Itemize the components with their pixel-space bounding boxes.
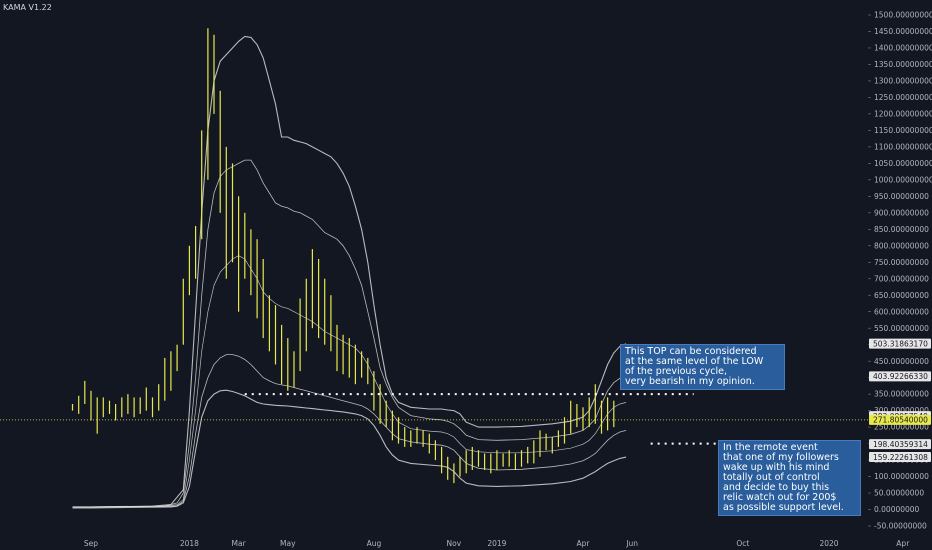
y-tick-label: 1150.00000000	[874, 126, 932, 135]
y-tick-label: 1000.00000000	[874, 175, 932, 184]
y-tick-label: 550.00000000	[874, 324, 929, 333]
y-tick-label: 300.00000000	[874, 406, 929, 415]
y-tick-label: 1250.00000000	[874, 93, 932, 102]
y-tick-label: 950.00000000	[874, 192, 929, 201]
ohlc-bars-group	[71, 28, 615, 484]
y-tick-label: 1450.00000000	[874, 27, 932, 36]
dotted-levels-group	[244, 393, 725, 445]
y-tick-label: 1050.00000000	[874, 159, 932, 168]
kama-bands-group	[72, 35, 627, 509]
x-tick-label: 2020	[819, 539, 838, 548]
x-tick-label: Jun	[625, 539, 638, 548]
kama-band-outer-upper	[72, 35, 627, 508]
y-tick-label: 0.00000000	[874, 505, 920, 514]
x-tick-label: Mar	[232, 539, 247, 548]
x-tick-label: Nov	[447, 539, 462, 548]
y-tick-label: 1100.00000000	[874, 142, 932, 151]
annotation-remote-note[interactable]: In the remote event that one of my follo…	[718, 440, 861, 516]
y-tick-label: 100.00000000	[874, 472, 929, 481]
x-tick-label: Apr	[577, 539, 591, 548]
level-price-badge: 159.22261308	[869, 452, 931, 463]
y-tick-label: 1200.00000000	[874, 110, 932, 119]
price-badges-group: 503.31863170403.92266330283.08957549271.…	[869, 338, 931, 463]
y-tick-label: 1500.00000000	[874, 11, 932, 20]
y-tick-label: 750.00000000	[874, 258, 929, 267]
y-tick-label: 350.00000000	[874, 390, 929, 399]
x-tick-label: Aug	[367, 539, 382, 548]
y-tick-label: 1300.00000000	[874, 77, 932, 86]
y-tick-label: 250.00000000	[874, 423, 929, 432]
y-tick-label: 450.00000000	[874, 357, 929, 366]
indicator-name: KAMA V1.22	[3, 3, 52, 12]
level-price-badge: 198.40359314	[869, 439, 931, 450]
kama-band-inner-lower	[72, 354, 627, 508]
level-price-badge: 403.92266330	[869, 371, 931, 382]
level-price-badge: 503.31863170	[869, 338, 931, 349]
y-tick-label: 700.00000000	[874, 274, 929, 283]
svg-text:503.31863170: 503.31863170	[873, 339, 928, 348]
svg-text:159.22261308: 159.22261308	[873, 453, 928, 462]
y-tick-label: 1400.00000000	[874, 44, 932, 53]
x-tick-label: 2019	[487, 539, 506, 548]
x-tick-label: Oct	[736, 539, 749, 548]
y-tick-label: 800.00000000	[874, 241, 929, 250]
annotation-top-note[interactable]: This TOP can be considered at the same l…	[620, 344, 785, 390]
x-tick-label: May	[280, 539, 296, 548]
x-tick-label: Sep	[84, 539, 98, 548]
y-tick-label: 1350.00000000	[874, 60, 932, 69]
x-axis[interactable]: Sep 2018 Mar May Aug Nov 2019 Apr Jun Oct 2020 Apr	[84, 539, 910, 548]
kama-band-outer-lower	[72, 389, 627, 509]
kama-band-mid-upper	[72, 159, 627, 508]
kama-band-inner-upper	[72, 255, 627, 508]
svg-text:271.80540000: 271.80540000	[873, 416, 928, 425]
svg-text:403.92266330: 403.92266330	[873, 372, 928, 381]
y-tick-label: 850.00000000	[874, 225, 929, 234]
y-tick-label: 650.00000000	[874, 291, 929, 300]
x-tick-label: 2018	[180, 539, 199, 548]
y-axis[interactable]: 1500.00000000 1450.00000000 1400.00000000 1…	[868, 0, 932, 550]
y-tick-label: 50.00000000	[874, 489, 924, 498]
svg-text:198.40359314: 198.40359314	[873, 440, 928, 449]
y-tick-label: -50.00000000	[874, 522, 927, 531]
y-tick-label: 600.00000000	[874, 307, 929, 316]
y-tick-label: 900.00000000	[874, 208, 929, 217]
x-tick-label: Apr	[896, 539, 910, 548]
current-price-badge: 271.80540000	[869, 414, 931, 425]
